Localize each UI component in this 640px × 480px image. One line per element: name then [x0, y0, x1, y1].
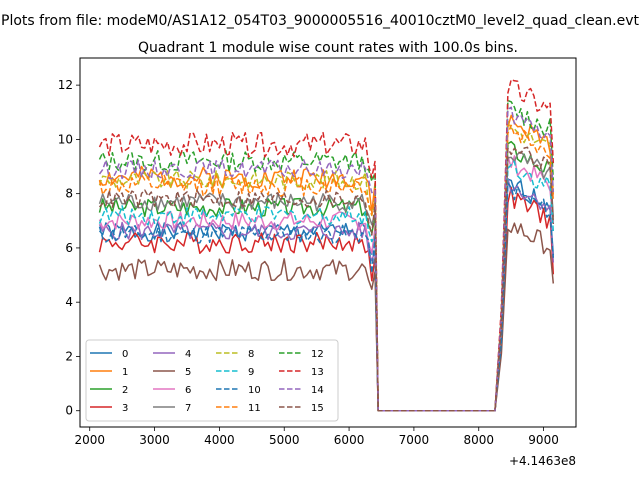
x-tick-label: 9000 — [528, 433, 559, 447]
figure-suptitle: Plots from file: modeM0/AS1A12_054T03_90… — [1, 13, 639, 29]
x-tick-label: 8000 — [463, 433, 494, 447]
legend-label-15: 15 — [311, 403, 324, 414]
y-tick-label: 12 — [58, 78, 73, 92]
legend-label-11: 11 — [248, 403, 261, 414]
legend-label-4: 4 — [185, 349, 191, 360]
series-layer — [98, 78, 555, 412]
legend-label-8: 8 — [248, 349, 254, 360]
x-tick-label: 5000 — [269, 433, 300, 447]
y-tick-label: 10 — [58, 132, 73, 146]
legend-label-3: 3 — [122, 403, 128, 414]
plot-title: Quadrant 1 module wise count rates with … — [138, 40, 518, 56]
y-tick-label: 8 — [65, 187, 73, 201]
x-tick-label: 7000 — [399, 433, 430, 447]
y-tick-label: 6 — [65, 241, 73, 255]
y-tick-label: 4 — [65, 295, 73, 309]
x-tick-label: 4000 — [204, 433, 235, 447]
legend-label-7: 7 — [185, 403, 191, 414]
legend-label-10: 10 — [248, 385, 261, 396]
legend-label-2: 2 — [122, 385, 128, 396]
legend-label-9: 9 — [248, 367, 254, 378]
legend-label-12: 12 — [311, 349, 324, 360]
x-tick-label: 2000 — [74, 433, 105, 447]
legend-label-1: 1 — [122, 367, 128, 378]
x-tick-label: 3000 — [139, 433, 170, 447]
legend-label-0: 0 — [122, 349, 128, 360]
series-line-14 — [98, 106, 555, 412]
x-offset-label: +4.1463e8 — [509, 454, 576, 468]
y-tick-label: 0 — [65, 404, 73, 418]
plot-area-frame — [79, 57, 577, 428]
y-tick-label: 2 — [65, 349, 73, 363]
legend-label-5: 5 — [185, 367, 191, 378]
legend-label-13: 13 — [311, 367, 324, 378]
x-tick-label: 6000 — [334, 433, 365, 447]
legend-label-14: 14 — [311, 385, 324, 396]
legend-frame — [85, 339, 339, 422]
legend-label-6: 6 — [185, 385, 191, 396]
axis-ticks: 2000 3000 4000 5000 6000 7000 8000 900002468101… — [58, 78, 559, 447]
series-line-15 — [98, 146, 555, 412]
